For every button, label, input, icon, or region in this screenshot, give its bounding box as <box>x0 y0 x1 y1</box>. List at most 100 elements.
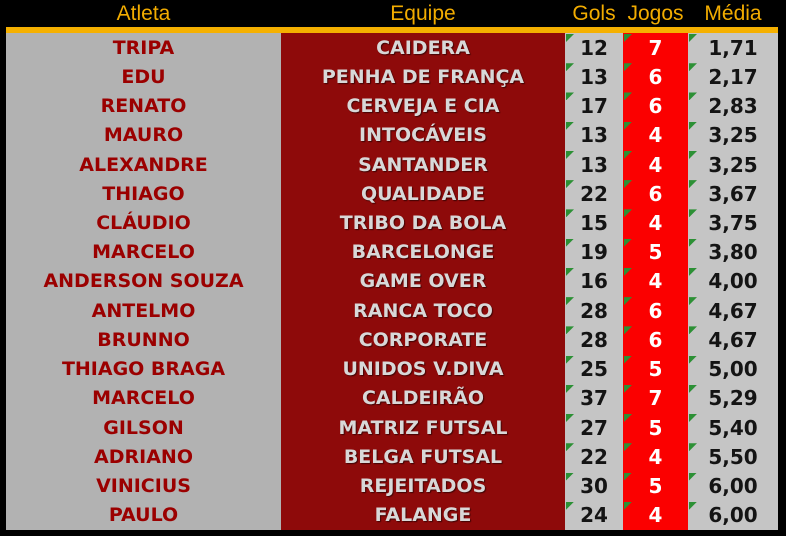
error-indicator-icon <box>566 384 574 393</box>
equipe-cell[interactable]: REJEITADOS <box>281 471 565 501</box>
atleta-cell[interactable]: MARCELO <box>6 237 281 267</box>
atleta-cell[interactable]: MARCELO <box>6 383 281 414</box>
media-cell[interactable]: 3,75 <box>688 208 778 238</box>
gols-cell[interactable]: 24 <box>565 500 623 530</box>
gols-cell[interactable]: 28 <box>565 325 623 355</box>
gols-cell[interactable]: 37 <box>565 383 623 414</box>
gols-cell[interactable]: 17 <box>565 91 623 121</box>
jogos-cell[interactable]: 5 <box>623 237 688 267</box>
equipe-cell[interactable]: INTOCÁVEIS <box>281 120 565 150</box>
atleta-cell[interactable]: ANDERSON SOUZA <box>6 266 281 297</box>
error-indicator-icon <box>624 34 632 42</box>
media-cell[interactable]: 5,29 <box>688 383 778 414</box>
atleta-cell[interactable]: ANTELMO <box>6 296 281 326</box>
jogos-cell[interactable]: 4 <box>623 149 688 180</box>
atleta-cell[interactable]: EDU <box>6 62 281 92</box>
jogos-cell[interactable]: 7 <box>623 383 688 414</box>
jogos-cell[interactable]: 5 <box>623 471 688 501</box>
jogos-cell[interactable]: 6 <box>623 325 688 355</box>
media-cell[interactable]: 3,80 <box>688 237 778 267</box>
column-header-equipe[interactable]: Equipe <box>390 2 456 25</box>
gols-cell[interactable]: 19 <box>565 237 623 267</box>
gols-cell[interactable]: 12 <box>565 33 623 63</box>
atleta-cell[interactable]: THIAGO <box>6 179 281 209</box>
media-cell[interactable]: 2,83 <box>688 91 778 121</box>
atleta-cell[interactable]: MAURO <box>6 120 281 150</box>
jogos-cell[interactable]: 4 <box>623 208 688 238</box>
jogos-cell[interactable]: 5 <box>623 354 688 384</box>
jogos-cell[interactable]: 5 <box>623 413 688 443</box>
jogos-cell[interactable]: 6 <box>623 179 688 209</box>
gols-cell[interactable]: 30 <box>565 471 623 501</box>
media-cell[interactable]: 5,00 <box>688 354 778 384</box>
media-cell[interactable]: 4,00 <box>688 266 778 297</box>
column-header-gols[interactable]: Gols <box>572 2 616 25</box>
equipe-cell[interactable]: SANTANDER <box>281 149 565 180</box>
gols-cell[interactable]: 13 <box>565 120 623 150</box>
media-cell[interactable]: 5,50 <box>688 442 778 472</box>
atleta-cell[interactable]: RENATO <box>6 91 281 121</box>
media-cell[interactable]: 2,17 <box>688 62 778 92</box>
equipe-cell[interactable]: TRIBO DA BOLA <box>281 208 565 238</box>
media-cell[interactable]: 6,00 <box>688 471 778 501</box>
atleta-cell[interactable]: TRIPA <box>6 33 281 63</box>
equipe-cell[interactable]: BELGA FUTSAL <box>281 442 565 472</box>
media-cell[interactable]: 3,25 <box>688 120 778 150</box>
table-row: ANTELMO RANCA TOCO 28 6 4,67 <box>6 296 778 326</box>
equipe-cell[interactable]: RANCA TOCO <box>281 296 565 326</box>
media-cell[interactable]: 3,67 <box>688 179 778 209</box>
atleta-cell[interactable]: GILSON <box>6 413 281 443</box>
jogos-cell[interactable]: 4 <box>623 120 688 150</box>
media-cell[interactable]: 5,40 <box>688 413 778 443</box>
gols-cell[interactable]: 16 <box>565 266 623 297</box>
jogos-cell[interactable]: 4 <box>623 266 688 297</box>
atleta-cell[interactable]: THIAGO BRAGA <box>6 354 281 384</box>
jogos-cell[interactable]: 6 <box>623 62 688 92</box>
jogos-cell[interactable]: 4 <box>623 442 688 472</box>
equipe-cell[interactable]: CERVEJA E CIA <box>281 91 565 121</box>
equipe-cell[interactable]: CAIDERA <box>281 33 565 63</box>
table-row: TRIPA CAIDERA 12 7 1,71 <box>6 33 778 63</box>
table-row: ADRIANO BELGA FUTSAL 22 4 5,50 <box>6 442 778 472</box>
atleta-cell[interactable]: ADRIANO <box>6 442 281 472</box>
atleta-cell[interactable]: ALEXANDRE <box>6 149 281 180</box>
gols-cell[interactable]: 22 <box>565 179 623 209</box>
gols-cell[interactable]: 15 <box>565 208 623 238</box>
equipe-cell[interactable]: QUALIDADE <box>281 179 565 209</box>
jogos-cell[interactable]: 6 <box>623 296 688 326</box>
table-row: VINICIUS REJEITADOS 30 5 6,00 <box>6 471 778 501</box>
gols-cell[interactable]: 13 <box>565 62 623 92</box>
equipe-cell[interactable]: GAME OVER <box>281 266 565 297</box>
gols-cell[interactable]: 22 <box>565 442 623 472</box>
atleta-cell[interactable]: BRUNNO <box>6 325 281 355</box>
equipe-cell[interactable]: BARCELONGE <box>281 237 565 267</box>
gols-cell[interactable]: 13 <box>565 149 623 180</box>
error-indicator-icon <box>689 355 697 364</box>
jogos-cell[interactable]: 7 <box>623 33 688 63</box>
media-cell[interactable]: 4,67 <box>688 296 778 326</box>
error-indicator-icon <box>689 121 697 130</box>
column-header-atleta[interactable]: Atleta <box>116 2 171 25</box>
column-header-media[interactable]: Média <box>704 2 762 25</box>
media-cell[interactable]: 4,67 <box>688 325 778 355</box>
error-indicator-icon <box>624 326 632 335</box>
atleta-cell[interactable]: VINICIUS <box>6 471 281 501</box>
equipe-cell[interactable]: UNIDOS V.DIVA <box>281 354 565 384</box>
media-cell[interactable]: 1,71 <box>688 33 778 63</box>
equipe-cell[interactable]: CORPORATE <box>281 325 565 355</box>
atleta-cell[interactable]: CLÁUDIO <box>6 208 281 238</box>
equipe-cell[interactable]: PENHA DE FRANÇA <box>281 62 565 92</box>
error-indicator-icon <box>566 180 574 189</box>
equipe-cell[interactable]: CALDEIRÃO <box>281 383 565 414</box>
column-header-jogos[interactable]: Jogos <box>627 2 684 25</box>
gols-cell[interactable]: 25 <box>565 354 623 384</box>
media-cell[interactable]: 6,00 <box>688 500 778 530</box>
gols-cell[interactable]: 28 <box>565 296 623 326</box>
gols-cell[interactable]: 27 <box>565 413 623 443</box>
atleta-cell[interactable]: PAULO <box>6 500 281 530</box>
media-cell[interactable]: 3,25 <box>688 149 778 180</box>
jogos-cell[interactable]: 6 <box>623 91 688 121</box>
jogos-cell[interactable]: 4 <box>623 500 688 530</box>
equipe-cell[interactable]: FALANGE <box>281 500 565 530</box>
equipe-cell[interactable]: MATRIZ FUTSAL <box>281 413 565 443</box>
